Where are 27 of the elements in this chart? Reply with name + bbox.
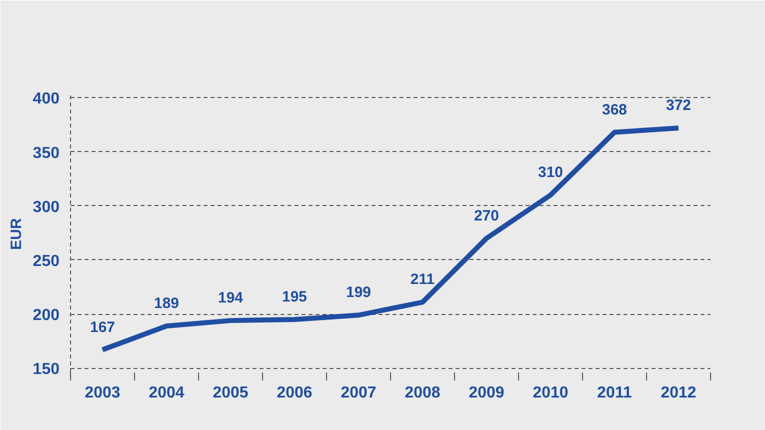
x-tick-label: 2005 xyxy=(212,384,248,402)
data-label: 368 xyxy=(602,101,628,118)
y-tick-label: 400 xyxy=(32,90,60,108)
x-tick-label: 2012 xyxy=(660,384,696,402)
y-tick-label: 200 xyxy=(32,307,60,324)
data-label: 195 xyxy=(282,288,308,306)
data-label: 199 xyxy=(346,284,372,302)
y-tick-label: 300 xyxy=(32,198,60,216)
data-label: 194 xyxy=(218,290,244,307)
data-label: 211 xyxy=(410,271,435,288)
y-tick-label: 350 xyxy=(32,144,60,162)
y-tick-label: 150 xyxy=(32,361,60,378)
y-tick-label: 250 xyxy=(32,252,60,270)
data-label: 372 xyxy=(666,96,692,114)
x-tick-label: 2008 xyxy=(404,384,440,402)
x-tick-label: 2010 xyxy=(532,384,568,402)
data-label: 167 xyxy=(90,318,116,336)
x-tick-label: 2009 xyxy=(468,384,504,402)
data-label: 270 xyxy=(474,207,500,224)
x-tick-label: 2006 xyxy=(276,384,312,402)
y-axis-title: EUR xyxy=(8,218,25,250)
x-tick-label: 2007 xyxy=(340,384,376,402)
x-tick-label: 2004 xyxy=(148,384,184,402)
x-tick-label: 2003 xyxy=(84,384,120,402)
x-tick-label: 2011 xyxy=(597,384,632,402)
data-label: 189 xyxy=(154,294,180,312)
data-label: 310 xyxy=(538,164,564,182)
